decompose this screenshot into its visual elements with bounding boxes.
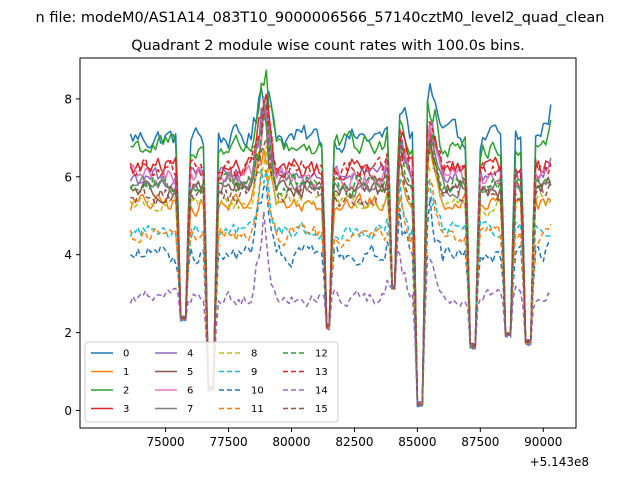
legend-label-15: 15 — [315, 404, 328, 415]
x-tick-label: 75000 — [147, 435, 185, 449]
x-tick-label: 85000 — [398, 435, 436, 449]
legend-label-5: 5 — [187, 367, 193, 378]
x-tick-label: 90000 — [524, 435, 562, 449]
x-tick-label: 82500 — [335, 435, 373, 449]
y-tick-label: 0 — [64, 404, 72, 418]
x-tick-label: 87500 — [461, 435, 499, 449]
legend-label-8: 8 — [251, 349, 257, 360]
x-axis: 75000 77500 80000 82500 85000 87500 90000 — [147, 428, 562, 449]
series-line-11 — [129, 169, 552, 407]
y-tick-label: 4 — [64, 248, 72, 262]
legend-box — [84, 341, 339, 423]
x-offset-label: +5.143e8 — [530, 455, 589, 469]
series-line-15 — [130, 137, 552, 406]
legend-label-3: 3 — [123, 404, 129, 415]
y-tick-label: 8 — [64, 92, 72, 106]
legend-label-10: 10 — [251, 386, 264, 397]
series-line-13 — [129, 99, 552, 407]
series-line-14 — [129, 210, 552, 408]
y-tick-label: 6 — [64, 170, 72, 184]
x-tick-label: 77500 — [209, 435, 247, 449]
legend-label-13: 13 — [315, 367, 328, 378]
x-tick-label: 80000 — [272, 435, 310, 449]
series-line-2 — [130, 69, 552, 406]
chart-title: Quadrant 2 module wise count rates with … — [131, 38, 525, 54]
legend-label-1: 1 — [123, 367, 129, 378]
plot-frame — [79, 57, 577, 429]
legend-label-6: 6 — [187, 386, 193, 397]
series-line-8 — [129, 145, 552, 407]
legend-label-11: 11 — [251, 404, 264, 415]
series-line-3 — [129, 93, 552, 404]
legend-label-7: 7 — [187, 404, 193, 415]
legend-label-0: 0 — [123, 349, 129, 360]
legend-label-4: 4 — [187, 349, 193, 360]
legend-label-2: 2 — [123, 386, 129, 397]
suptitle: n file: modeM0/AS1A14_083T10_9000006566_… — [36, 10, 605, 26]
series-line-0 — [129, 83, 552, 405]
legend-label-12: 12 — [315, 349, 328, 360]
series-line-6 — [129, 96, 552, 406]
legend-label-14: 14 — [315, 386, 328, 397]
series-line-9 — [129, 168, 551, 408]
series-line-12 — [129, 117, 551, 406]
series-layer — [129, 69, 552, 408]
y-axis: 0 2 4 6 8 — [64, 92, 80, 418]
y-tick-label: 2 — [64, 326, 72, 340]
series-line-10 — [129, 184, 552, 408]
legend-label-9: 9 — [251, 367, 257, 378]
